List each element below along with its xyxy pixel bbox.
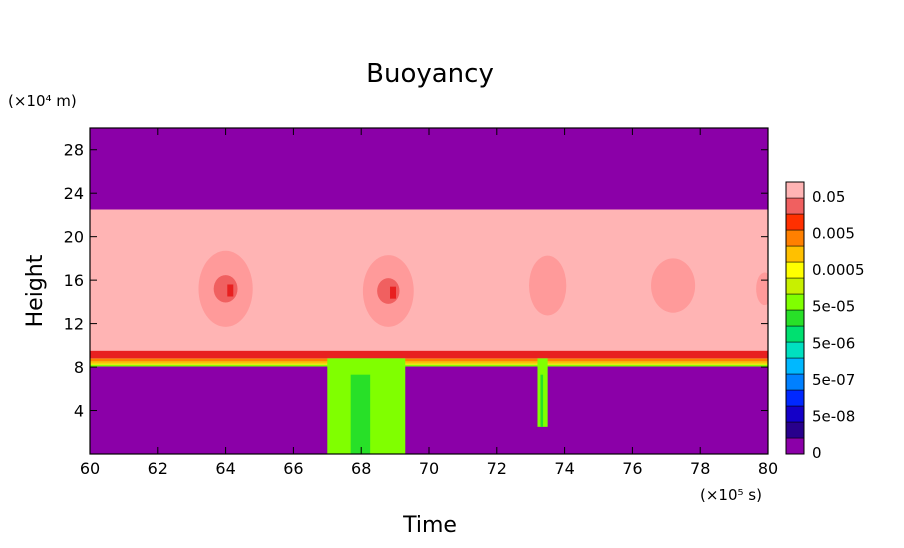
y-unit-label: (×10⁴ m): [8, 92, 77, 110]
x-tick-label: 70: [419, 459, 439, 478]
plume: [651, 258, 696, 313]
colorbar-frame: [785, 181, 805, 455]
x-tick-label: 72: [487, 459, 507, 478]
colorbar-label: 0.0005: [812, 261, 865, 279]
colorbar-label: 0.005: [812, 225, 855, 243]
interface-strip: [90, 361, 768, 364]
plume: [529, 255, 567, 316]
interface-strip: [90, 364, 768, 367]
y-tick-label: 8: [74, 358, 84, 377]
plume-peak: [227, 284, 234, 297]
x-tick-label: 64: [215, 459, 235, 478]
x-tick-label: 66: [283, 459, 303, 478]
y-tick-label: 16: [64, 271, 84, 290]
colorbar-swatch: [785, 325, 805, 343]
colorbar-swatch: [785, 357, 805, 375]
x-axis-label: Time: [402, 513, 457, 538]
region-red-interface: [90, 350, 768, 359]
colorbar-swatch: [785, 245, 805, 263]
colorbar-swatch: [785, 277, 805, 295]
x-tick-label: 78: [690, 459, 710, 478]
colorbar-label: 5e-07: [812, 371, 855, 389]
colorbar-swatch: [785, 373, 805, 391]
plume-core: [377, 278, 400, 304]
y-axis-label: Height: [23, 254, 48, 327]
green-intrusion-core: [350, 374, 371, 454]
y-tick-label: 12: [64, 315, 84, 334]
axes: 60 62 64 66 68 70 72 74 76 78 80 4 8 12 16 20 24 28: [64, 127, 778, 478]
colorbar: 0.05 0.005 0.0005 5e-05 5e-06 5e-07 5e-08 0: [785, 181, 865, 462]
colorbar-swatch: [785, 181, 805, 199]
colorbar-label: 5e-06: [812, 334, 855, 352]
colorbar-swatch: [785, 261, 805, 279]
colorbar-swatch: [785, 437, 805, 455]
plume: [756, 272, 768, 306]
colorbar-label: 0.05: [812, 188, 845, 206]
colorbar-swatch: [785, 213, 805, 231]
plume-core: [213, 275, 238, 303]
colorbar-swatch: [785, 405, 805, 423]
region-lower-layer-fill: [90, 366, 768, 454]
y-tick-label: 28: [64, 141, 84, 160]
x-tick-label: 80: [758, 459, 778, 478]
colorbar-swatch: [785, 293, 805, 311]
colorbar-swatch: [785, 341, 805, 359]
interface-strip: [90, 358, 768, 362]
y-tick-label: 24: [64, 184, 84, 203]
y-tick-label: 20: [64, 228, 84, 247]
x-tick-label: 76: [622, 459, 642, 478]
colorbar-swatch: [785, 389, 805, 407]
chart-title: Buoyancy: [366, 59, 494, 89]
colorbar-swatch: [785, 229, 805, 247]
colorbar-label: 0: [812, 444, 822, 462]
x-tick-label: 74: [554, 459, 574, 478]
x-tick-label: 62: [148, 459, 168, 478]
x-unit-label: (×10⁵ s): [700, 486, 762, 504]
plot-area: [90, 128, 768, 454]
x-tick-label: 68: [351, 459, 371, 478]
interface-strip: [90, 363, 768, 365]
region-upper-layer: [90, 128, 768, 210]
green-intrusion-core: [540, 374, 544, 427]
colorbar-swatch: [785, 197, 805, 215]
contour-field: [90, 128, 768, 454]
y-tick-label: 4: [74, 402, 84, 421]
plume-peak: [390, 286, 397, 299]
colorbar-label: 5e-05: [812, 298, 855, 316]
colorbar-label: 5e-08: [812, 407, 855, 425]
colorbar-swatch: [785, 309, 805, 327]
colorbar-swatch: [785, 421, 805, 439]
x-tick-label: 60: [80, 459, 100, 478]
